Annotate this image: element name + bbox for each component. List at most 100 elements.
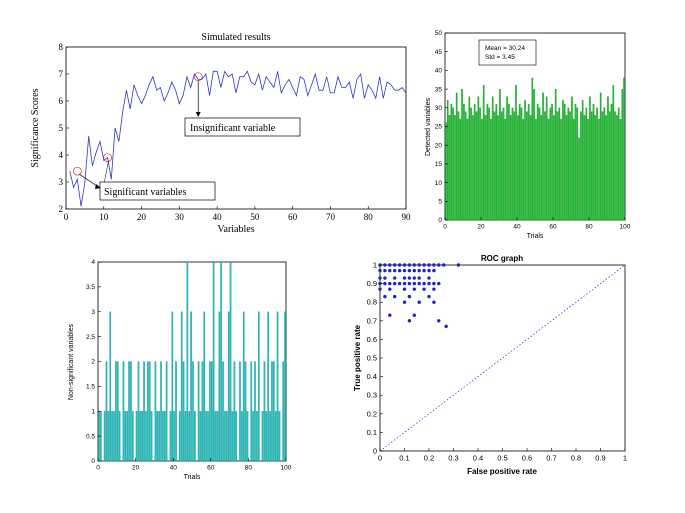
bar: [445, 122, 447, 221]
bar: [551, 103, 553, 221]
bar: [171, 311, 174, 462]
bar: [497, 115, 499, 221]
y-tick-label: 0.6: [367, 335, 377, 344]
bar: [560, 118, 562, 221]
x-tick-label: 40: [513, 224, 521, 231]
scatter-point: [456, 263, 461, 267]
x-tick-label: 0.7: [546, 454, 556, 463]
bar: [244, 361, 247, 462]
bar: [154, 361, 157, 462]
bar: [450, 103, 453, 221]
scatter-point: [432, 281, 436, 286]
y-tick-label: 3.5: [86, 284, 95, 291]
bar: [580, 111, 582, 221]
scatter-point: [427, 263, 431, 267]
bar: [590, 111, 593, 221]
bar: [105, 361, 108, 462]
x-tick-label: 0.5: [497, 454, 507, 463]
y-tick-label: 2: [59, 204, 64, 214]
bar: [150, 411, 153, 462]
bar: [250, 361, 253, 462]
bar: [529, 115, 532, 221]
bar: [508, 103, 510, 221]
bar: [473, 103, 476, 221]
bar: [477, 96, 480, 221]
scatter-point: [402, 281, 407, 286]
bar: [194, 411, 196, 462]
scatter-point: [422, 287, 426, 291]
y-tick-label: 1: [91, 408, 95, 415]
bar: [227, 311, 230, 462]
y-tick-label: 1.5: [86, 384, 95, 391]
bar: [576, 107, 579, 221]
x-tick-label: 30: [175, 212, 185, 222]
bar: [115, 361, 117, 462]
y-tick-label: 2: [91, 359, 95, 366]
bar: [533, 88, 535, 221]
x-tick-label: 60: [288, 212, 298, 222]
highlight-circle: [72, 166, 82, 176]
bar: [623, 77, 625, 221]
y-tick-label: 7: [59, 69, 64, 79]
bar: [156, 411, 159, 462]
x-tick-label: 0: [64, 212, 69, 222]
scatter-point: [402, 268, 407, 273]
scatter-point: [432, 287, 436, 291]
bar: [203, 311, 206, 462]
bar: [596, 107, 598, 221]
bar: [128, 361, 130, 462]
bar: [448, 115, 451, 221]
x-axis-label: Trials: [527, 233, 544, 240]
scatter-point: [442, 263, 446, 267]
y-tick-label: 20: [435, 142, 443, 149]
bar: [556, 111, 559, 221]
bar: [484, 115, 487, 221]
bar: [524, 100, 526, 221]
bar: [186, 261, 189, 462]
chart-title: Simulated results: [201, 32, 270, 43]
scatter-point: [422, 281, 426, 286]
y-axis-label: Non-significant variables: [68, 323, 75, 400]
x-tick-label: 0.2: [424, 454, 434, 463]
bar: [482, 85, 485, 221]
bar: [536, 103, 539, 221]
bar: [565, 115, 568, 221]
annotation-arrow: [103, 160, 109, 185]
bar: [111, 411, 113, 462]
scatter-point: [402, 263, 407, 267]
bar: [486, 103, 489, 221]
bar: [491, 96, 494, 221]
bar: [273, 361, 275, 462]
bar: [621, 88, 624, 221]
y-tick-label: 50: [435, 30, 443, 37]
bar: [220, 261, 222, 462]
bar: [218, 311, 221, 462]
bar: [549, 107, 552, 221]
bar: [446, 100, 449, 221]
x-axis-label: Trials: [184, 474, 201, 481]
bar: [619, 118, 622, 221]
bar: [229, 261, 232, 462]
scatter-point: [393, 276, 397, 280]
bar: [583, 115, 586, 221]
bar: [511, 107, 514, 221]
bar: [122, 361, 125, 462]
bar: [231, 411, 234, 462]
bar: [199, 411, 202, 462]
x-tick-label: 0.6: [522, 454, 532, 463]
scatter-point: [383, 263, 387, 267]
bar: [542, 92, 544, 221]
bar: [182, 361, 185, 462]
scatter-point: [383, 294, 387, 299]
plot-area: [97, 261, 287, 462]
bar: [454, 115, 456, 221]
x-tick-label: 0: [443, 224, 447, 231]
y-tick-label: 6: [59, 96, 64, 106]
scatter-point: [407, 263, 412, 267]
scatter-point: [397, 268, 402, 273]
scatter-point: [412, 263, 416, 267]
bar: [235, 411, 238, 462]
bar: [226, 411, 228, 462]
bar: [468, 96, 471, 221]
bar: [160, 361, 162, 462]
